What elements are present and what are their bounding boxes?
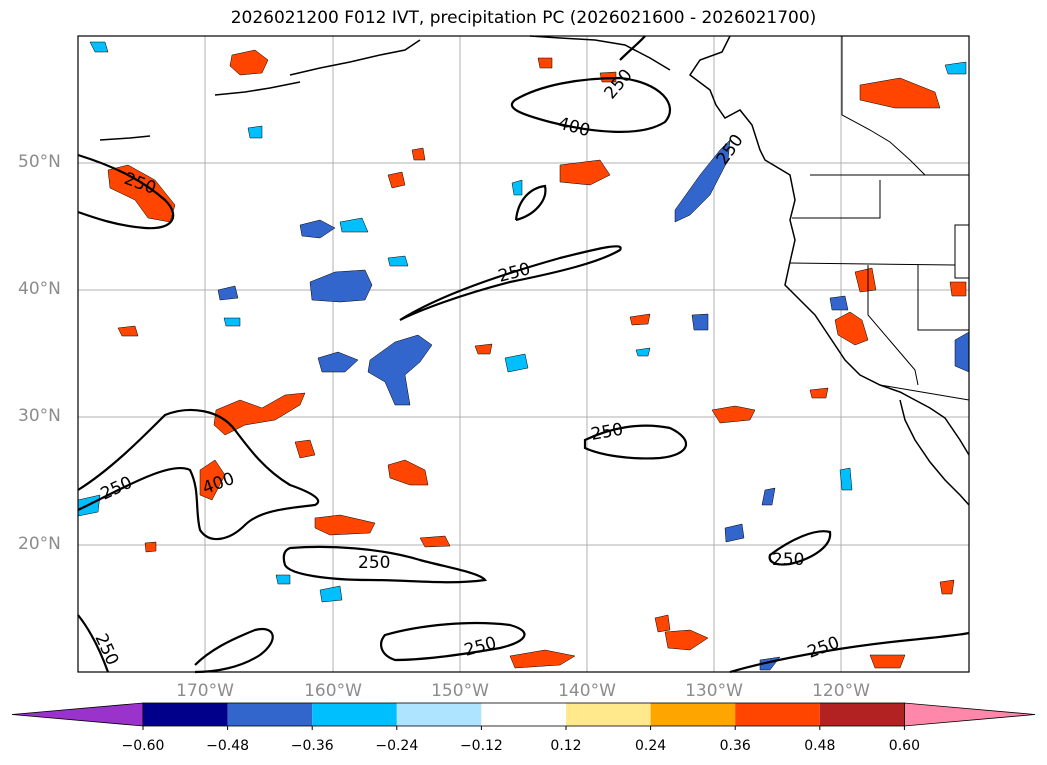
colorbar-tick-marks <box>142 726 905 730</box>
colorbar-segment <box>143 703 228 726</box>
colorbar-tick-label: −0.36 <box>290 738 334 754</box>
lat-label: 40°N <box>18 279 61 299</box>
colorbar-segment <box>566 703 651 726</box>
colorbar-tick-label: 0.48 <box>804 738 836 754</box>
colorbar-tick-label: 0.36 <box>719 738 751 754</box>
map-title: 2026021200 F012 IVT, precipitation PC (2… <box>230 8 817 28</box>
precip-negative-patches <box>77 41 970 671</box>
lat-label: 50°N <box>18 152 61 172</box>
lon-label: 140°W <box>558 681 616 701</box>
colorbar-tick-label: 0.12 <box>550 738 582 754</box>
colorbar-tick-label: −0.60 <box>121 738 165 754</box>
lon-label: 120°W <box>812 681 870 701</box>
map-background <box>78 36 969 672</box>
colorbar-segments <box>11 702 1036 727</box>
lon-label: 170°W <box>176 681 234 701</box>
colorbar-tick-label: 0.24 <box>635 738 667 754</box>
colorbar-segment <box>735 703 820 726</box>
borders <box>789 36 970 401</box>
colorbar-segment <box>650 703 736 726</box>
colorbar-tick-label: 0.60 <box>888 738 920 754</box>
ivt-contour-labels: 250 400 250 250 250 400 250 250 250 250 … <box>90 65 842 668</box>
coastlines <box>99 35 970 506</box>
lat-label: 30°N <box>18 406 61 426</box>
colorbar-extend-low <box>11 702 144 727</box>
lon-label: 150°W <box>431 681 489 701</box>
ivt-label: 250 <box>358 553 390 573</box>
colorbar-tick-label: −0.48 <box>206 738 250 754</box>
precip-positive-patches <box>107 49 967 669</box>
colorbar-segment <box>312 703 397 726</box>
colorbar-segment <box>819 703 905 726</box>
lat-label: 20°N <box>18 534 61 554</box>
ivt-contours <box>77 35 970 674</box>
colorbar-segment <box>227 703 313 726</box>
map-panel: 250 400 250 250 250 400 250 250 250 250 … <box>77 35 970 674</box>
colorbar-tick-label: −0.24 <box>375 738 419 754</box>
colorbar-segment <box>481 703 566 726</box>
map-frame <box>77 35 970 673</box>
colorbar-segment <box>396 703 482 726</box>
ivt-label: 250 <box>772 550 804 570</box>
colorbar-extend-high <box>904 702 1036 727</box>
colorbar-tick-label: −0.12 <box>459 738 503 754</box>
colorbar-frame <box>142 702 905 727</box>
lon-label: 160°W <box>304 681 362 701</box>
lon-label: 130°W <box>685 681 743 701</box>
